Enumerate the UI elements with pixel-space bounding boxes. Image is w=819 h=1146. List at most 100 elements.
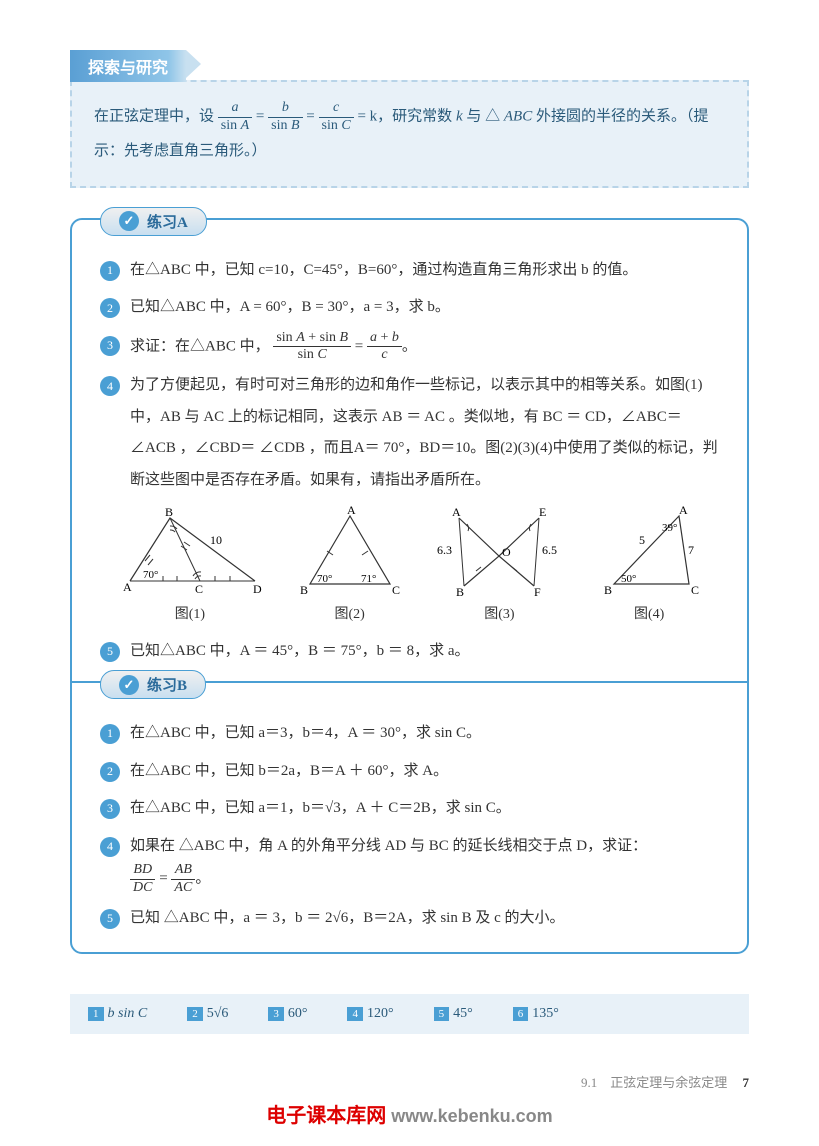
svg-text:D: D	[253, 582, 262, 596]
a-item-1: 1 在△ABC 中，已知 c=10，C=45°，B=60°，通过构造直角三角形求出…	[100, 255, 719, 287]
svg-text:6.5: 6.5	[542, 543, 557, 557]
fig2-label: 图(2)	[295, 600, 405, 629]
item-num: 5	[100, 909, 120, 929]
svg-text:7: 7	[688, 543, 694, 557]
svg-text:70°: 70°	[143, 569, 158, 581]
ans-num: 5	[434, 1007, 450, 1021]
fig1-svg: A B C D 70° 10	[115, 506, 265, 596]
svg-text:B: B	[456, 585, 464, 596]
figures-row: A B C D 70° 10 图(1) A B	[100, 506, 719, 629]
a3-suffix: 。	[402, 338, 417, 354]
explore-text: 在正弦定理中，设	[94, 109, 214, 125]
fig3-svg: A E B F O 6.3 6.5	[434, 506, 564, 596]
b-item-5: 5 已知 △ABC 中，a ＝ 3，b ＝ 2√6，B＝2A，求 sin B 及 …	[100, 903, 719, 935]
frac-a-sinA: asin A	[218, 100, 252, 135]
a-item-3: 3 求证：在△ABC 中， sin A + sin Bsin C = a + b…	[100, 330, 719, 365]
frac-b-sinB: bsin B	[268, 100, 302, 135]
explore-header: 探索与研究	[70, 50, 186, 82]
svg-text:C: C	[392, 583, 400, 596]
frac-a-b-c: a + bc	[367, 330, 402, 365]
item-text: 在△ABC 中，已知 a＝3，b＝4，A ＝ 30°，求 sin C。	[130, 718, 719, 750]
item-text: 已知 △ABC 中，a ＝ 3，b ＝ 2√6，B＝2A，求 sin B 及 c…	[130, 903, 719, 935]
figure-1: A B C D 70° 10 图(1)	[115, 506, 265, 629]
figure-2: A B C 70° 71° 图(2)	[295, 506, 405, 629]
svg-text:10: 10	[210, 533, 222, 547]
ans-val: 60°	[288, 1006, 308, 1021]
watermark-url: www.kebenku.com	[391, 1106, 552, 1126]
item-text: 已知△ABC 中，A = 60°，B = 30°，a = 3，求 b。	[130, 292, 719, 324]
frac-c-sinC: csin C	[319, 100, 354, 135]
exercise-box: ✓ 练习A 1在△ABC 中，已知 c=10，C=45°，B=60°，通过构造直…	[70, 218, 749, 955]
fig2-svg: A B C 70° 71°	[295, 506, 405, 596]
answer-2: 2 5√6	[187, 1006, 228, 1022]
watermark-text: 电子课本库网	[266, 1105, 386, 1127]
svg-text:E: E	[539, 506, 546, 519]
b4-suffix: 。	[195, 871, 210, 887]
svg-text:O: O	[502, 545, 511, 559]
frac-AB-AC: ABAC	[171, 862, 195, 897]
b-item-4: 4 如果在 △ABC 中，角 A 的外角平分线 AD 与 BC 的延长线相交于点…	[100, 831, 719, 897]
svg-text:5: 5	[639, 533, 645, 547]
check-icon: ✓	[119, 675, 139, 695]
answer-6: 6135°	[513, 1006, 559, 1022]
ans-val: 45°	[453, 1006, 473, 1021]
abc: ABC	[504, 109, 532, 125]
page-footer: 9.1 正弦定理与余弦定理 7	[581, 1072, 749, 1091]
ans-num: 1	[88, 1007, 104, 1021]
ans-num: 6	[513, 1007, 529, 1021]
item-num: 4	[100, 837, 120, 857]
a-item-2: 2 已知△ABC 中，A = 60°，B = 30°，a = 3，求 b。	[100, 292, 719, 324]
figure-4: A B C 39° 50° 5 7 图(4)	[594, 506, 704, 629]
chapter-label: 9.1 正弦定理与余弦定理	[581, 1075, 727, 1090]
fig4-label: 图(4)	[594, 600, 704, 629]
ans-val: 135°	[532, 1006, 559, 1021]
item-num: 4	[100, 376, 120, 396]
item-num: 1	[100, 724, 120, 744]
explore-mid: ，研究常数	[377, 109, 452, 125]
ans-val: 5√6	[207, 1006, 229, 1021]
svg-text:A: A	[679, 506, 688, 517]
ans-num: 2	[187, 1007, 203, 1021]
svg-text:C: C	[691, 583, 699, 596]
svg-text:71°: 71°	[361, 573, 376, 585]
item-text: 求证：在△ABC 中， sin A + sin Bsin C = a + bc。	[130, 330, 719, 365]
ans-val: 120°	[367, 1006, 394, 1021]
svg-text:B: B	[604, 583, 612, 596]
answer-4: 4 120°	[347, 1006, 393, 1022]
item-num: 5	[100, 642, 120, 662]
item-text: 已知△ABC 中，A ＝ 45°，B ＝ 75°，b ＝ 8，求 a。	[130, 636, 719, 668]
frac-sinA-sinB: sin A + sin Bsin C	[273, 330, 351, 365]
explore-box: 在正弦定理中，设 asin A = bsin B = csin C = k，研究…	[70, 80, 749, 188]
a-item-5: 5 已知△ABC 中，A ＝ 45°，B ＝ 75°，b ＝ 8，求 a。	[100, 636, 719, 668]
fig1-label: 图(1)	[115, 600, 265, 629]
check-icon: ✓	[119, 211, 139, 231]
b-item-2: 2在△ABC 中，已知 b＝2a，B＝A ＋ 60°，求 A。	[100, 756, 719, 788]
svg-text:F: F	[534, 585, 541, 596]
item-num: 3	[100, 799, 120, 819]
exercise-a-tab: ✓ 练习A	[100, 207, 207, 236]
svg-text:39°: 39°	[662, 522, 677, 534]
item-text: 在△ABC 中，已知 c=10，C=45°，B=60°，通过构造直角三角形求出 …	[130, 255, 719, 287]
svg-text:70°: 70°	[317, 573, 332, 585]
page-number: 7	[743, 1075, 750, 1090]
answers-box: 1b sin C 25√6 360° 4120° 545° 6135°	[70, 994, 749, 1034]
watermark: 电子课本库网 www.kebenku.com	[266, 1099, 552, 1128]
svg-text:B: B	[300, 583, 308, 596]
item-num: 3	[100, 336, 120, 356]
b-item-3: 3在△ABC 中，已知 a＝1，b＝√3，A ＋ C＝2B，求 sin C。	[100, 793, 719, 825]
answer-3: 3 60°	[268, 1006, 307, 1022]
svg-text:C: C	[195, 582, 203, 596]
fig4-svg: A B C 39° 50° 5 7	[594, 506, 704, 596]
item-num: 2	[100, 762, 120, 782]
frac-BD-DC: BDDC	[130, 862, 155, 897]
fig3-label: 图(3)	[434, 600, 564, 629]
figure-3: A E B F O 6.3 6.5 图(3)	[434, 506, 564, 629]
item-text: 如果在 △ABC 中，角 A 的外角平分线 AD 与 BC 的延长线相交于点 D…	[130, 831, 719, 897]
b4-prefix: 如果在 △ABC 中，角 A 的外角平分线 AD 与 BC 的延长线相交于点 D…	[130, 838, 647, 854]
k: k	[456, 109, 463, 125]
item-num: 2	[100, 298, 120, 318]
ans-num: 4	[347, 1007, 363, 1021]
item-num: 1	[100, 261, 120, 281]
item-text: 为了方便起见，有时可对三角形的边和角作一些标记，以表示其中的相等关系。如图(1)…	[130, 370, 719, 496]
ans-num: 3	[268, 1007, 284, 1021]
